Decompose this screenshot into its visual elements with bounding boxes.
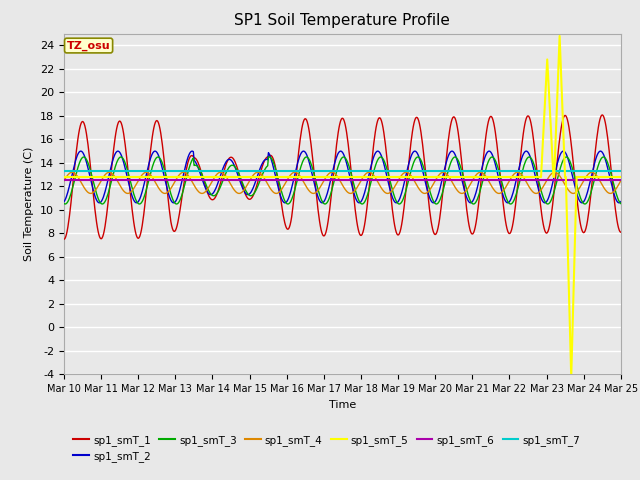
sp1_smT_5 [568, 374, 575, 380]
sp1_smT_2 [448, 148, 456, 154]
sp1_smT_2 [70, 163, 78, 169]
sp1_smT_5 [70, 174, 78, 180]
sp1_smT_7 [410, 168, 418, 174]
sp1_smT_3 [358, 201, 366, 207]
Line: sp1_smT_4: sp1_smT_4 [64, 172, 621, 193]
Line: sp1_smT_1: sp1_smT_1 [64, 115, 621, 239]
sp1_smT_4 [184, 172, 192, 178]
sp1_smT_7 [184, 168, 192, 174]
sp1_smT_3 [428, 194, 436, 200]
sp1_smT_1 [214, 190, 221, 196]
sp1_smT_2 [617, 199, 625, 204]
Line: sp1_smT_2: sp1_smT_2 [64, 151, 621, 203]
sp1_smT_4 [214, 171, 221, 177]
sp1_smT_3 [617, 201, 625, 206]
sp1_smT_3 [184, 169, 192, 175]
sp1_smT_6 [410, 178, 418, 183]
sp1_smT_2 [60, 199, 68, 204]
Line: sp1_smT_3: sp1_smT_3 [64, 157, 621, 204]
sp1_smT_6 [70, 178, 78, 183]
sp1_smT_1 [184, 160, 192, 166]
sp1_smT_1 [70, 170, 78, 176]
sp1_smT_5 [214, 174, 221, 180]
sp1_smT_7 [70, 168, 78, 174]
sp1_smT_7 [127, 168, 135, 174]
sp1_smT_5 [184, 174, 192, 180]
Line: sp1_smT_5: sp1_smT_5 [64, 36, 621, 377]
sp1_smT_4 [412, 180, 419, 186]
sp1_smT_6 [214, 178, 221, 183]
sp1_smT_1 [598, 112, 606, 118]
sp1_smT_7 [214, 168, 221, 174]
sp1_smT_4 [328, 169, 336, 175]
sp1_smT_7 [617, 168, 625, 174]
sp1_smT_4 [127, 189, 135, 194]
sp1_smT_3 [127, 182, 135, 188]
sp1_smT_4 [310, 191, 317, 196]
sp1_smT_5 [556, 33, 563, 39]
sp1_smT_2 [214, 182, 221, 188]
sp1_smT_6 [127, 178, 135, 183]
sp1_smT_2 [426, 196, 434, 202]
sp1_smT_6 [426, 178, 434, 183]
sp1_smT_2 [410, 148, 418, 154]
sp1_smT_6 [60, 178, 68, 183]
sp1_smT_3 [70, 179, 78, 185]
sp1_smT_4 [617, 178, 625, 184]
sp1_smT_3 [60, 201, 68, 206]
Title: SP1 Soil Temperature Profile: SP1 Soil Temperature Profile [234, 13, 451, 28]
sp1_smT_1 [426, 213, 434, 218]
sp1_smT_1 [127, 200, 135, 206]
sp1_smT_1 [617, 229, 625, 235]
sp1_smT_6 [184, 178, 192, 183]
sp1_smT_1 [60, 236, 68, 242]
sp1_smT_5 [426, 174, 434, 180]
sp1_smT_3 [412, 156, 419, 162]
sp1_smT_5 [617, 174, 625, 180]
sp1_smT_3 [340, 154, 348, 160]
sp1_smT_3 [214, 190, 221, 196]
X-axis label: Time: Time [329, 400, 356, 409]
sp1_smT_7 [426, 168, 434, 174]
sp1_smT_5 [127, 174, 135, 180]
sp1_smT_7 [60, 168, 68, 174]
sp1_smT_1 [410, 120, 418, 126]
Y-axis label: Soil Temperature (C): Soil Temperature (C) [24, 147, 35, 261]
sp1_smT_2 [127, 191, 135, 197]
sp1_smT_4 [428, 184, 436, 190]
sp1_smT_2 [467, 200, 474, 206]
sp1_smT_2 [184, 155, 192, 160]
sp1_smT_4 [60, 178, 68, 184]
Text: TZ_osu: TZ_osu [67, 40, 111, 51]
sp1_smT_5 [410, 174, 418, 180]
Legend: sp1_smT_1, sp1_smT_2, sp1_smT_3, sp1_smT_4, sp1_smT_5, sp1_smT_6, sp1_smT_7: sp1_smT_1, sp1_smT_2, sp1_smT_3, sp1_smT… [69, 431, 584, 466]
sp1_smT_5 [60, 174, 68, 180]
sp1_smT_6 [617, 178, 625, 183]
sp1_smT_4 [70, 170, 78, 176]
